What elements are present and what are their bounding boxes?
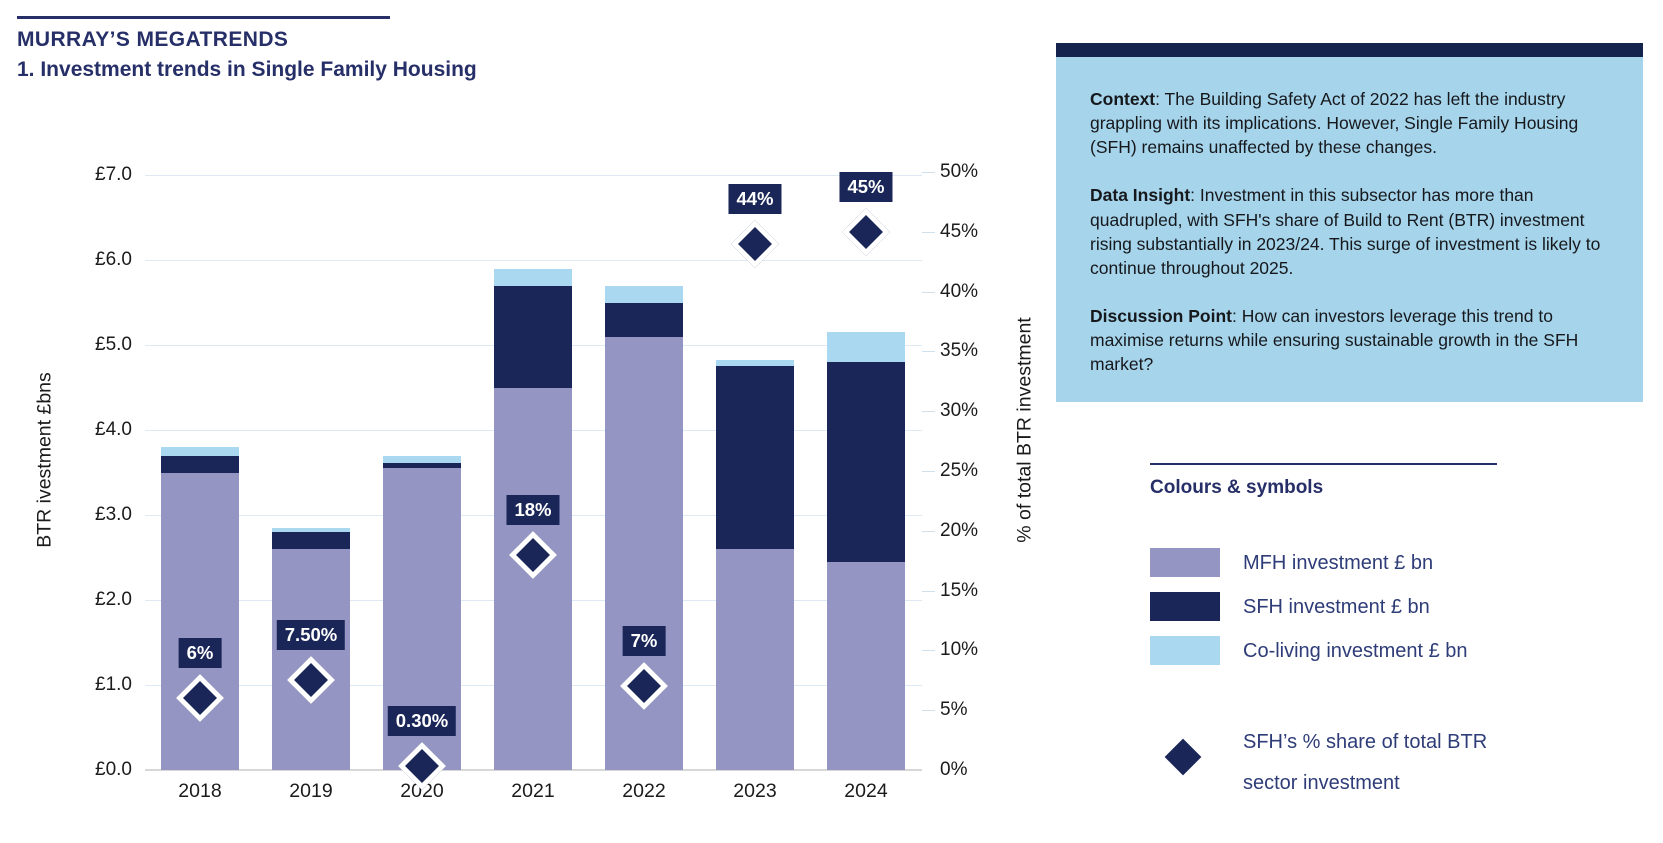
- y-axis-tickmark-right: [922, 471, 935, 472]
- bar-segment-mfh-2023: [716, 549, 794, 770]
- y-axis-title-right: % of total BTR investment: [1013, 317, 1036, 543]
- bar-segment-co-living-2019: [272, 527, 350, 532]
- discussion-point-paragraph: Discussion Point: How can investors leve…: [1090, 304, 1613, 376]
- x-axis-tick: 2021: [511, 780, 555, 802]
- data-insight-paragraph: Data Insight: Investment in this subsect…: [1090, 183, 1613, 280]
- legend-label-sfh-share-line1: SFH’s % share of total BTR: [1243, 731, 1488, 753]
- legend-rule: [1150, 463, 1497, 465]
- sfh-share-label-2022: 7%: [622, 626, 666, 657]
- y-axis-tick-left: £6.0: [95, 249, 132, 270]
- y-axis-tick-left: £7.0: [95, 164, 132, 185]
- bar-segment-sfh-2021: [494, 285, 572, 388]
- bar-segment-co-living-2024: [827, 332, 905, 362]
- bar-segment-sfh-2019: [272, 532, 350, 549]
- x-axis-tick: 2023: [733, 780, 777, 802]
- y-axis-tickmark-right: [922, 650, 935, 652]
- discussion-point-lead: Discussion Point: [1090, 305, 1232, 326]
- legend-swatch-co-living: [1150, 636, 1220, 665]
- y-axis-tick-left: £1.0: [95, 674, 132, 695]
- y-axis-tick-left: £0.0: [95, 759, 132, 780]
- kicker: MURRAY’S MEGATRENDS: [17, 28, 289, 51]
- y-axis-tick-right: 30%: [940, 400, 979, 422]
- y-axis-tickmark-right: [922, 411, 935, 413]
- bar-segment-co-living-2022: [605, 285, 683, 303]
- legend-label-mfh: MFH investment £ bn: [1243, 552, 1434, 574]
- y-axis-tickmark-right: [922, 590, 935, 592]
- bar-segment-sfh-2022: [605, 302, 683, 337]
- sfh-share-label-2018: 6%: [178, 638, 222, 669]
- bar-segment-sfh-2018: [161, 455, 239, 473]
- x-axis-tick: 2020: [400, 780, 444, 802]
- y-axis-tickmark-right: [922, 172, 935, 173]
- y-axis-tickmark-right: [922, 231, 935, 233]
- y-axis-tick-left: £5.0: [95, 334, 132, 355]
- bar-segment-mfh-2024: [827, 561, 905, 770]
- x-axis-tick: 2024: [844, 780, 888, 802]
- sfh-share-label-2021: 18%: [506, 494, 560, 525]
- y-axis-tick-right: 45%: [940, 220, 979, 242]
- legend-label-sfh: SFH investment £ bn: [1243, 596, 1430, 618]
- y-axis-tick-right: 35%: [940, 340, 979, 362]
- bar-segment-co-living-2018: [161, 447, 239, 456]
- context-lead: Context: [1090, 89, 1156, 109]
- bar-segment-mfh-2018: [161, 472, 239, 770]
- y-axis-title-left: BTR ivestment £bns: [33, 372, 56, 548]
- legend-swatch-mfh: [1150, 548, 1220, 577]
- title-rule: [17, 16, 390, 19]
- x-axis-line: [145, 769, 922, 771]
- bar-segment-sfh-2023: [716, 366, 794, 549]
- y-axis-tick-right: 10%: [940, 639, 979, 661]
- sfh-share-label-2020: 0.30%: [387, 706, 457, 737]
- y-axis-tickmark-right: [922, 710, 935, 712]
- legend-swatch-sfh: [1150, 592, 1220, 621]
- y-axis-tick-right: 20%: [940, 519, 979, 541]
- bar-segment-sfh-2020: [383, 463, 461, 469]
- sfh-share-label-2019: 7.50%: [276, 620, 346, 651]
- bar-segment-co-living-2021: [494, 268, 572, 286]
- page-title: 1. Investment trends in Single Family Ho…: [17, 58, 477, 81]
- y-axis-tickmark-right: [922, 291, 935, 293]
- data-insight-text: : Investment in this subsector has more …: [1090, 185, 1601, 278]
- data-insight-lead: Data Insight: [1090, 185, 1191, 206]
- y-axis-tick-right: 5%: [940, 699, 968, 721]
- y-axis-tickmark-right: [922, 351, 935, 353]
- legend-label-co-living: Co-living investment £ bn: [1243, 640, 1468, 662]
- legend-heading: Colours & symbols: [1150, 477, 1324, 498]
- y-axis-tick-left: £4.0: [95, 419, 132, 440]
- sfh-share-diamond-marker-2024: [841, 207, 891, 256]
- discussion-point-text: : How can investors leverage this trend …: [1090, 305, 1579, 375]
- context-box: Context: The Building Safety Act of 2022…: [1056, 43, 1643, 403]
- sfh-share-label-2024: 45%: [839, 171, 893, 202]
- context-text: : The Building Safety Act of 2022 has le…: [1090, 89, 1579, 158]
- x-axis-tick: 2019: [289, 780, 333, 802]
- context-paragraph: Context: The Building Safety Act of 2022…: [1090, 87, 1613, 159]
- bar-segment-co-living-2023: [716, 360, 794, 367]
- y-axis-tick-right: 0%: [940, 759, 968, 780]
- y-axis-tick-right: 15%: [940, 579, 979, 601]
- bar-segment-sfh-2024: [827, 362, 905, 562]
- bar-segment-co-living-2020: [383, 455, 461, 464]
- y-axis-tick-right: 50%: [940, 161, 979, 182]
- y-axis-tickmark-right: [922, 530, 935, 532]
- sfh-share-label-2023: 44%: [728, 183, 782, 214]
- legend-label-sfh-share-line2: sector investment: [1243, 772, 1400, 794]
- y-axis-tick-left: £2.0: [95, 589, 132, 610]
- gridline: [145, 260, 922, 261]
- context-box-body: Context: The Building Safety Act of 2022…: [1056, 57, 1643, 403]
- y-axis-tick-right: 25%: [940, 460, 979, 481]
- x-axis-tick: 2018: [178, 780, 222, 802]
- y-axis-tick-left: £3.0: [95, 504, 132, 525]
- y-axis-tick-right: 40%: [940, 280, 979, 302]
- gridline: [145, 175, 922, 176]
- context-box-accent-bar: [1056, 43, 1643, 57]
- x-axis-tick: 2022: [622, 780, 666, 802]
